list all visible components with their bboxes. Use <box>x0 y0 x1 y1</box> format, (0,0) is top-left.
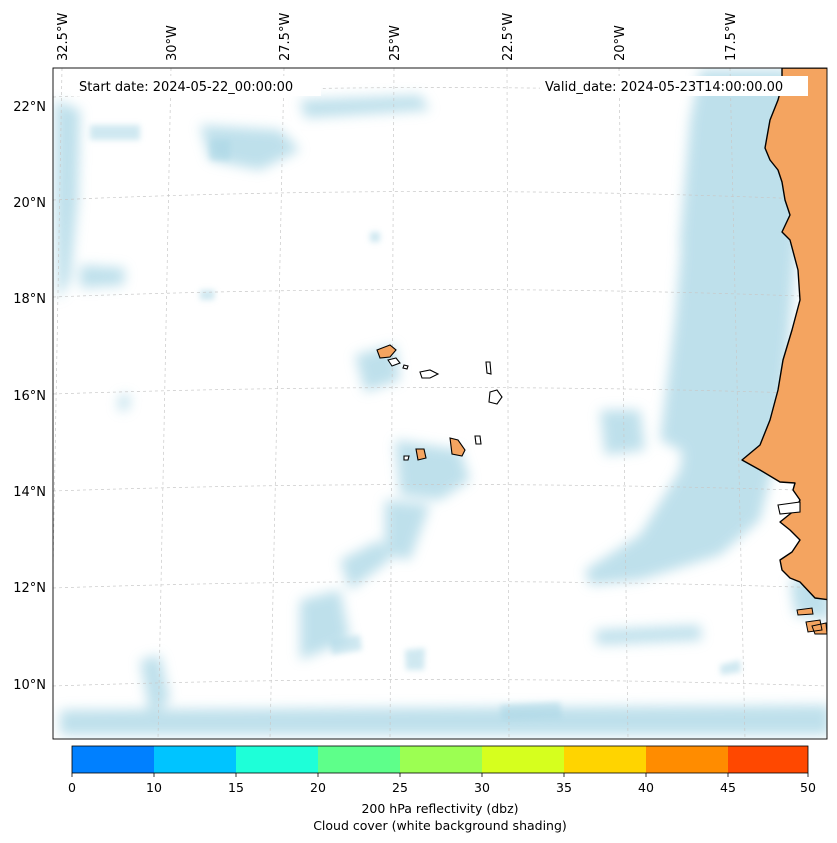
map-panel <box>53 68 827 739</box>
latitude-labels: 22°N 20°N 18°N 16°N 14°N 12°N 10°N <box>13 100 46 693</box>
colorbar-tick-40: 40 <box>638 780 654 795</box>
lon-label-27-5w: 27.5°W <box>278 13 293 61</box>
lon-label-17-5w: 17.5°W <box>724 13 739 61</box>
colorbar-segment-1 <box>154 746 236 773</box>
colorbar-frame <box>71 745 809 774</box>
colorbar-segments <box>72 746 808 773</box>
lon-label-20w: 20°W <box>613 25 628 61</box>
bijagos-islands <box>796 607 827 635</box>
colorbar-tick-25: 25 <box>392 780 408 795</box>
colorbar-tick-45: 45 <box>720 780 736 795</box>
cloud-cover-shading <box>55 70 827 735</box>
lat-label-14n: 14°N <box>13 485 46 500</box>
colorbar-tick-20: 20 <box>310 780 326 795</box>
colorbar-segment-7 <box>646 746 728 773</box>
colorbar-segment-4 <box>400 746 482 773</box>
cloud-cover-detail <box>90 125 741 720</box>
africa-land <box>741 68 827 601</box>
colorbar-segment-5 <box>482 746 564 773</box>
lat-label-12n: 12°N <box>13 581 46 596</box>
colorbar-tick-labels: 0 10 15 20 25 30 35 40 45 50 <box>68 780 816 795</box>
colorbar-tick-35: 35 <box>556 780 572 795</box>
colorbar-segment-3 <box>318 746 400 773</box>
colorbar-tick-10: 10 <box>146 780 162 795</box>
colorbar-segment-6 <box>564 746 646 773</box>
colorbar-ticks <box>71 773 809 777</box>
colorbar-subtitle: Cloud cover (white background shading) <box>313 818 567 833</box>
colorbar-segment-8 <box>728 746 808 773</box>
start-date-box: Start date: 2024-05-22_00:00:00 <box>71 76 321 96</box>
colorbar-tick-50: 50 <box>800 780 816 795</box>
lon-label-25w: 25°W <box>388 25 403 61</box>
lat-label-18n: 18°N <box>13 292 46 307</box>
start-date-label: Start date: 2024-05-22_00:00:00 <box>79 80 293 95</box>
colorbar-tick-15: 15 <box>228 780 244 795</box>
colorbar-title: 200 hPa reflectivity (dbz) <box>361 801 518 816</box>
lat-label-16n: 16°N <box>13 389 46 404</box>
valid-date-label: Valid_date: 2024-05-23T14:00:00.00 <box>545 80 783 95</box>
lon-label-30w: 30°W <box>165 25 180 61</box>
longitude-labels: 32.5°W 30°W 27.5°W 25°W 22.5°W 20°W 17.5… <box>56 13 739 61</box>
lat-label-20n: 20°N <box>13 196 46 211</box>
colorbar-segment-2 <box>236 746 318 773</box>
valid-date-box: Valid_date: 2024-05-23T14:00:00.00 <box>540 76 808 96</box>
colorbar-segment-0 <box>72 746 154 773</box>
cape-verde-islands <box>376 344 503 461</box>
lat-label-22n: 22°N <box>13 100 46 115</box>
graticule <box>53 68 827 739</box>
colorbar-tick-0: 0 <box>68 780 76 795</box>
lon-label-32-5w: 32.5°W <box>56 13 71 61</box>
map-frame <box>52 67 828 740</box>
lat-label-10n: 10°N <box>13 678 46 693</box>
lon-label-22-5w: 22.5°W <box>501 13 516 61</box>
africa-inlet <box>777 501 801 515</box>
colorbar: 0 10 15 20 25 30 35 40 45 50 200 hPa ref… <box>68 745 816 833</box>
colorbar-tick-30: 30 <box>474 780 490 795</box>
